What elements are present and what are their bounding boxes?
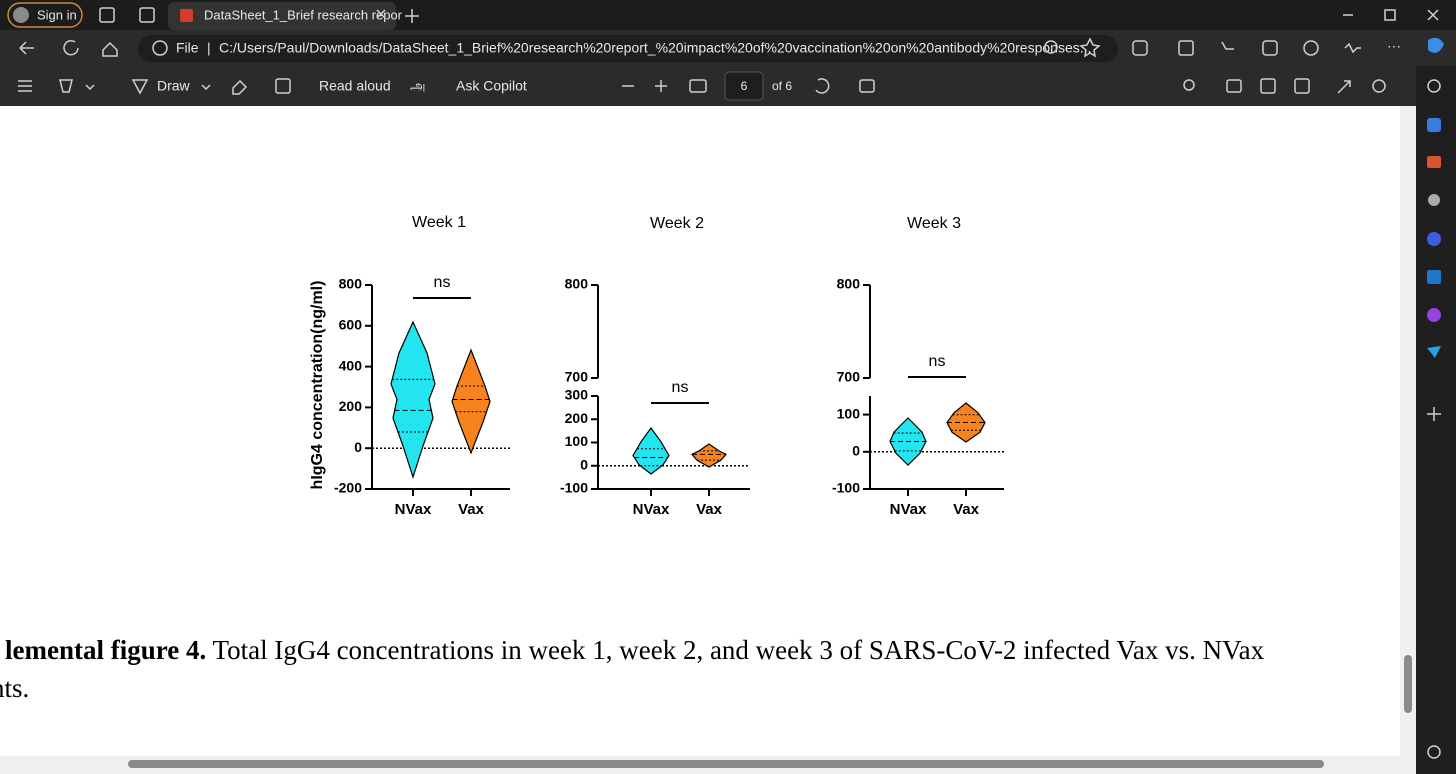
favorite[interactable]	[1079, 37, 1101, 58]
violin	[632, 426, 670, 475]
y-tick-label: 100	[565, 433, 589, 449]
tab-actions-icon[interactable]	[139, 7, 155, 23]
avatar	[13, 7, 29, 23]
panel-title: Week 1	[412, 214, 466, 231]
page-count: of 6	[772, 79, 792, 93]
y-tick-label: 600	[339, 317, 363, 333]
workspaces-icon[interactable]	[99, 7, 115, 23]
y-tick-label: 0	[852, 443, 860, 459]
caption-text: Total IgG4 concentrations in week 1, wee…	[206, 635, 1264, 665]
y-tick-label: 300	[565, 387, 589, 403]
violin	[691, 443, 727, 468]
y-tick-label: 0	[580, 456, 588, 472]
x-tick-label: Vax	[458, 501, 485, 518]
tab-title: DataSheet_1_Brief research repor	[204, 7, 403, 22]
y-tick-label: 800	[837, 276, 861, 292]
copilot-icon[interactable]	[1428, 37, 1444, 53]
pdf-toolbar	[0, 66, 1416, 106]
read-aloud[interactable]: Read aloud	[319, 78, 391, 94]
figure: Week 1 -200 0 200 400 600 800 NVax Vax ns Week 2 -1…	[334, 214, 1004, 518]
y-tick-label: 700	[837, 369, 861, 385]
panel-title: Week 2	[650, 215, 704, 232]
caption-line-1: lemental figure 4. Total IgG4 concentrat…	[5, 635, 1265, 665]
url: C:/Users/Paul/Downloads/DataSheet_1_Brie…	[219, 40, 1091, 56]
y-tick-label: 100	[837, 405, 861, 421]
sidebar	[1416, 66, 1456, 774]
translate[interactable]: அ	[410, 78, 426, 94]
sign-in-button[interactable]	[7, 2, 83, 28]
vertical-scrollbar[interactable]	[1400, 106, 1416, 756]
home[interactable]	[102, 41, 118, 57]
y-tick-label: -100	[560, 480, 588, 496]
pdf-icon	[180, 9, 193, 22]
sidebar-icons	[1427, 79, 1441, 759]
y-tick-label: 400	[339, 357, 363, 373]
page-number: 6	[741, 79, 748, 93]
y-tick-label: 200	[339, 398, 363, 414]
info-icon	[152, 40, 168, 56]
pdf-page	[0, 106, 1400, 756]
significance-label: ns	[672, 379, 689, 396]
page-input[interactable]	[724, 71, 764, 101]
violin	[390, 320, 436, 479]
more-menu[interactable]: ···	[1387, 38, 1401, 54]
zoom-icon[interactable]	[1044, 40, 1058, 54]
y-tick-label: 800	[339, 276, 363, 292]
y-tick-label: 200	[565, 410, 589, 426]
draw-tool[interactable]: Draw	[157, 78, 191, 94]
significance-label: ns	[434, 274, 451, 291]
close-window[interactable]	[1427, 9, 1439, 21]
y-tick-label: 0	[354, 439, 362, 455]
pdf-tool-icons	[18, 78, 1386, 95]
x-tick-label: Vax	[696, 501, 723, 518]
ask-copilot[interactable]: Ask Copilot	[456, 78, 527, 94]
address-bar[interactable]	[138, 35, 1118, 62]
address-label: File	[176, 40, 199, 56]
restore[interactable]	[1384, 9, 1396, 21]
separator: |	[207, 40, 211, 56]
close-tab[interactable]	[376, 9, 386, 19]
refresh[interactable]	[63, 40, 79, 56]
new-tab[interactable]	[405, 9, 419, 23]
x-tick-label: NVax	[890, 501, 927, 518]
x-tick-label: NVax	[633, 501, 670, 518]
x-tick-label: Vax	[953, 501, 980, 518]
caption-line-2: nts.	[0, 673, 29, 703]
panel-title: Week 3	[907, 215, 961, 232]
y-tick-label: 700	[565, 369, 589, 385]
y-tick-label: 800	[565, 276, 589, 292]
caption-bold: lemental figure 4.	[5, 635, 206, 665]
scroll-thumb[interactable]	[1404, 655, 1412, 713]
y-tick-label: -100	[832, 480, 860, 496]
y-axis-label: hIgG4 concentration(ng/ml)	[309, 281, 326, 490]
back[interactable]	[19, 41, 34, 55]
h-scroll-thumb[interactable]	[128, 760, 1324, 768]
x-tick-label: NVax	[395, 501, 432, 518]
sign-in-label: Sign in	[37, 7, 77, 22]
y-tick-label: -200	[334, 480, 362, 496]
active-tab[interactable]	[168, 2, 396, 30]
toolbar-icons	[1132, 40, 1361, 56]
significance-label: ns	[929, 353, 946, 370]
violin	[451, 348, 491, 455]
